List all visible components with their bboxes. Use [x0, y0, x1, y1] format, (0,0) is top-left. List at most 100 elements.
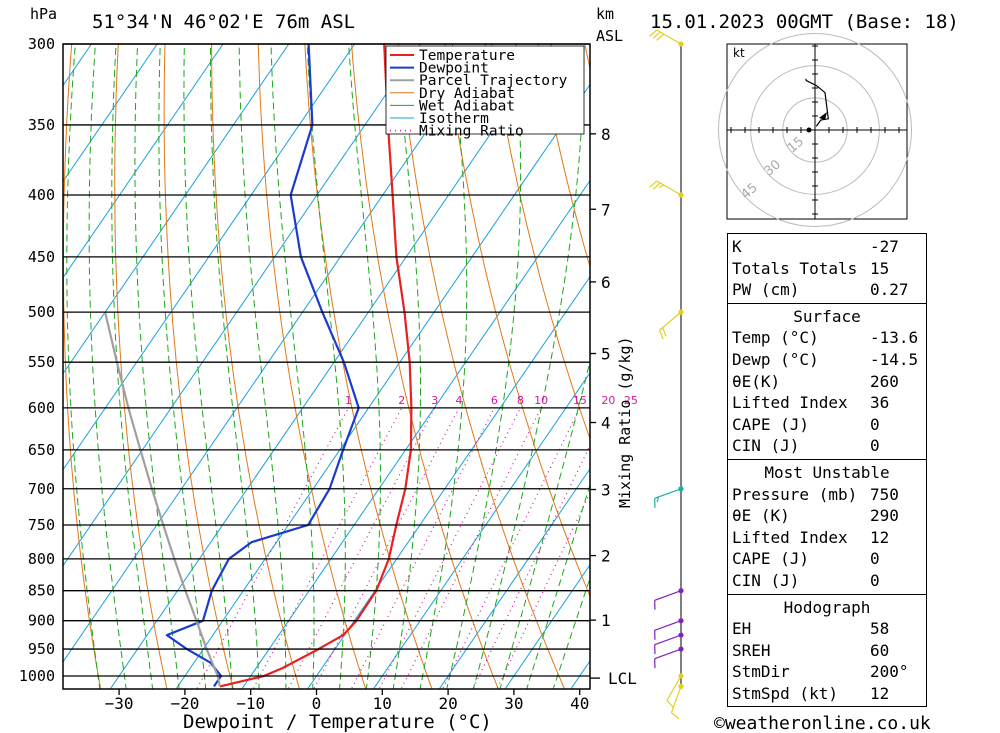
info-row-value: 36 [870, 393, 890, 413]
date-title: 15.01.2023 00GMT (Base: 18) [650, 11, 959, 33]
wet-adiabat-line [392, 44, 421, 689]
mixing-ratio-line [313, 407, 460, 689]
info-box-title: Most Unstable [764, 462, 890, 482]
wind-barb-shaft [654, 648, 682, 660]
info-row: StmSpd (kt) 12 [732, 683, 922, 705]
legend-label: Temperature [419, 48, 515, 64]
mixing-ratio-line [472, 444, 590, 689]
pressure-tick-label: 950 [28, 640, 55, 658]
dry-adiabat-line [114, 44, 168, 689]
isotherm-line [306, 275, 590, 689]
info-row: StmDir 200° [732, 661, 922, 683]
wind-barb-shaft [654, 620, 682, 631]
info-row: CIN (J) 0 [732, 435, 922, 457]
isotherm-line [504, 564, 590, 689]
wet-adiabat-line [210, 44, 260, 689]
info-row-label: PW (cm) [732, 280, 800, 300]
x-tick-label: 40 [570, 694, 589, 713]
hodograph-ring [717, 32, 913, 228]
wet-adiabat-line [111, 44, 154, 689]
mixing-ratio-label: 25 [624, 394, 638, 407]
most-unstable-box: Most Unstable Pressure (mb) 750 θE (K) 290 Li… [727, 459, 927, 595]
mixing-ratio-label: 6 [491, 394, 498, 407]
legend-label: Dry Adiabat [419, 86, 515, 102]
mixing-ratio-axis-title: Mixing Ratio (g/kg) [616, 336, 634, 508]
mixing-ratio-label: 1 [345, 394, 352, 407]
wet-adiabat-line [472, 44, 585, 689]
wet-adiabat-line [88, 44, 127, 689]
isotherm-line [63, 44, 224, 279]
wind-barb-flag [671, 712, 680, 720]
info-row-value: 15 [870, 258, 890, 278]
info-row-label: θE(K) [732, 371, 781, 391]
info-row-value: 12 [870, 527, 890, 547]
info-row-value: -14.5 [870, 349, 919, 369]
hodograph-storm-dot [806, 127, 812, 133]
info-row-value: 58 [870, 619, 890, 639]
wind-barb-flag [652, 31, 661, 39]
km-tick-label: 1 [601, 611, 611, 630]
wet-adiabat-line [552, 576, 590, 689]
pressure-tick-label: 600 [28, 399, 55, 417]
isotherm-line [438, 467, 590, 689]
wind-barb-shaft [654, 590, 682, 601]
dry-adiabat-line [444, 44, 590, 598]
km-tick-label: 5 [601, 345, 611, 364]
wind-barb-shaft [666, 675, 682, 701]
parcel-trajectory-profile [104, 311, 221, 687]
mixing-ratio-label: 20 [601, 394, 615, 407]
legend-label: Mixing Ratio [419, 124, 524, 140]
info-row: CAPE (J) 0 [732, 548, 922, 570]
wet-adiabat-line [348, 44, 381, 689]
dry-adiabat-line [304, 44, 433, 689]
dry-adiabat-line [397, 44, 566, 689]
info-row-label: K [732, 237, 742, 256]
wet-adiabat-line [158, 44, 207, 689]
info-row-value: 260 [870, 371, 899, 391]
pressure-tick-label: 1000 [19, 667, 55, 685]
info-row-label: CAPE (J) [732, 414, 810, 434]
info-row-label: Pressure (mb) [732, 484, 858, 504]
isotherm-line [175, 83, 590, 689]
mixing-ratio-label: 2 [398, 394, 405, 407]
info-row: Lifted Index 36 [732, 392, 922, 414]
info-row: K -27 [732, 236, 922, 258]
isotherm-line [63, 44, 487, 663]
wind-barb-flag [662, 327, 667, 337]
info-row-value: 0 [870, 549, 880, 569]
isotherm-line [241, 179, 590, 689]
isotherm-line [63, 44, 356, 471]
info-row: Temp (°C) -13.6 [732, 327, 922, 349]
info-row: CAPE (J) 0 [732, 414, 922, 436]
info-row-label: CIN (J) [732, 436, 800, 456]
pressure-tick-label: 900 [28, 612, 55, 630]
pressure-tick-label: 450 [28, 248, 55, 266]
hodograph-frame [726, 43, 908, 220]
temperature-profile [219, 44, 413, 688]
pressure-tick-label: 750 [28, 516, 55, 534]
legend-label: Dewpoint [419, 61, 489, 77]
pressure-tick-label: 800 [28, 550, 55, 568]
wet-adiabat-line [270, 44, 315, 689]
info-row-label: θE (K) [732, 506, 790, 526]
wind-barb-shaft [654, 634, 682, 646]
x-tick-label: 10 [373, 694, 392, 713]
mixing-ratio-label: 15 [573, 394, 587, 407]
isotherm-line [63, 44, 158, 183]
info-row-label: CAPE (J) [732, 549, 810, 569]
pressure-tick-label: 400 [28, 186, 55, 204]
wind-barb-flag [649, 29, 658, 37]
x-tick-label: 0 [312, 694, 322, 713]
mixing-ratio-label: 4 [455, 394, 462, 407]
x-tick-label: 20 [438, 694, 457, 713]
dry-adiabat-line [958, 44, 1000, 702]
dry-adiabat-line [537, 44, 590, 269]
info-row: EH 58 [732, 618, 922, 640]
info-row: SREH 60 [732, 640, 922, 662]
legend-label: Wet Adiabat [419, 98, 515, 114]
info-row-label: CIN (J) [732, 570, 800, 590]
location-title: 51°34'N 46°02'E 76m ASL [92, 11, 355, 33]
pressure-tick-label: 500 [28, 303, 55, 321]
wind-barb-flag [649, 180, 658, 188]
info-row-label: Lifted Index [732, 527, 848, 547]
